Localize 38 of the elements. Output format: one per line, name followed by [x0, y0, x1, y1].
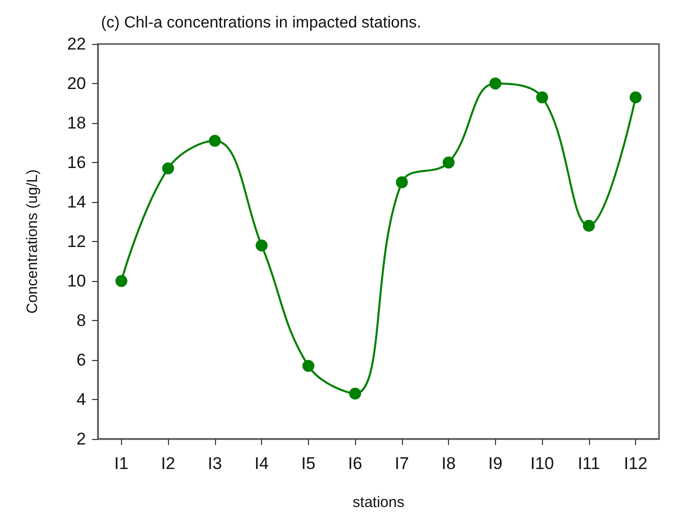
point: [582, 220, 595, 232]
point: [396, 176, 408, 188]
x-tick-label: I1: [114, 454, 128, 473]
point: [489, 78, 502, 90]
point: [442, 156, 455, 168]
y-tick-label: 4: [76, 390, 86, 409]
y-tick-label: 16: [67, 153, 86, 172]
y-tick-label: 12: [67, 232, 86, 251]
x-tick-label: I4: [254, 454, 269, 473]
chart-title: (c) Chl-a concentrations in impacted stations.: [101, 14, 422, 32]
x-tick-label: I9: [488, 454, 502, 473]
y-tick-label: 2: [76, 430, 86, 448]
point: [630, 91, 642, 104]
point: [208, 134, 221, 147]
y-tick-label: 18: [67, 114, 86, 132]
x-tick-label: I2: [161, 454, 176, 473]
x-tick-label: I5: [301, 454, 316, 473]
x-tick-label: I10: [530, 454, 554, 473]
point: [349, 388, 362, 400]
x-tick-label: I8: [442, 454, 456, 473]
x-tick-label: I12: [624, 454, 648, 473]
y-axis-title: Concentrations (ug/L): [24, 169, 41, 314]
y-tick-label: 20: [67, 74, 86, 93]
point: [302, 360, 314, 372]
y-tick-label: 14: [67, 192, 86, 212]
x-tick-label: I3: [208, 454, 222, 473]
point: [115, 275, 128, 287]
y-tick-label: 22: [67, 34, 86, 54]
x-tick-label: I7: [394, 454, 409, 473]
y-tick-label: 8: [76, 311, 86, 330]
x-tick-label: I11: [578, 454, 600, 473]
y-tick-label: 6: [76, 350, 86, 370]
point: [536, 91, 548, 104]
point: [256, 239, 268, 252]
point: [162, 162, 174, 174]
x-axis-title: stations: [352, 494, 404, 511]
y-tick-label: 10: [67, 272, 86, 290]
x-tick-label: I6: [348, 454, 362, 473]
